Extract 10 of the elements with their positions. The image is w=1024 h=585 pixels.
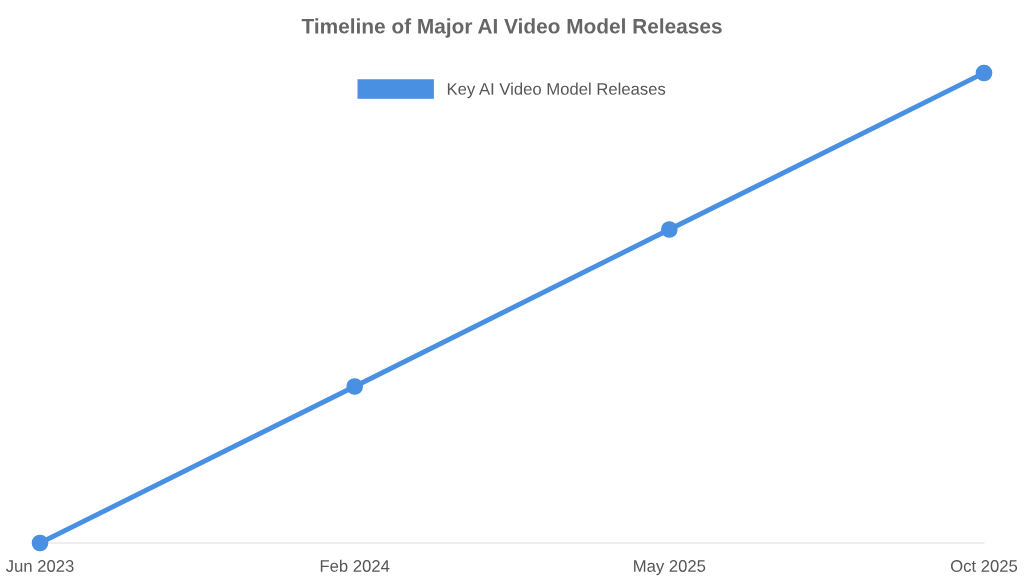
chart-title: Timeline of Major AI Video Model Releases	[301, 18, 722, 38]
point	[975, 64, 993, 82]
x-tick-label: May 2025	[634, 560, 706, 576]
point	[660, 221, 678, 238]
x-tick-label: Feb 2024	[320, 559, 390, 572]
point	[31, 534, 49, 552]
x-tick-label: Oct 2025	[950, 560, 1018, 572]
point	[346, 378, 364, 395]
legend-label: Key AI Video Model Releases	[447, 82, 666, 99]
x-tick-label: Jun 2023	[5, 560, 74, 572]
